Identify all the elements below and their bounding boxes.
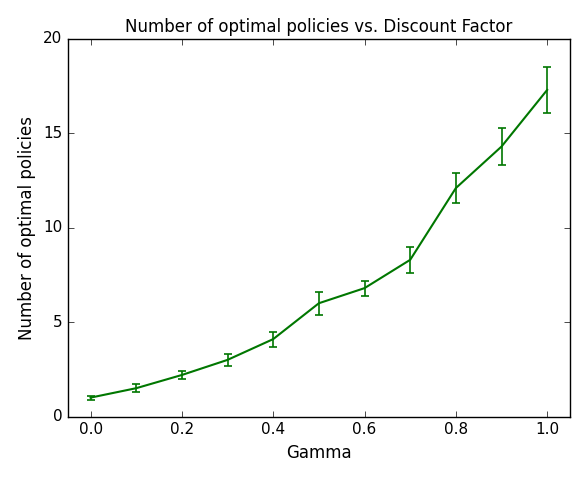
X-axis label: Gamma: Gamma: [286, 444, 352, 462]
Title: Number of optimal policies vs. Discount Factor: Number of optimal policies vs. Discount …: [125, 18, 513, 36]
Y-axis label: Number of optimal policies: Number of optimal policies: [18, 116, 36, 340]
